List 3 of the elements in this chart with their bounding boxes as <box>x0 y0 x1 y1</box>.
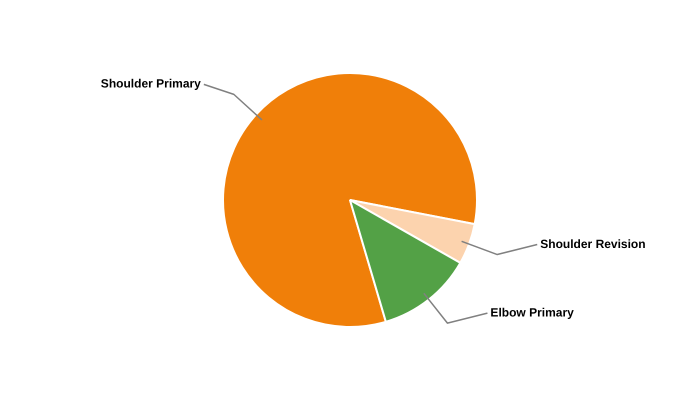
slice-label: Elbow Primary <box>490 305 574 320</box>
slice-label: Shoulder Revision <box>540 236 646 251</box>
slice-label: Shoulder Primary <box>100 76 202 91</box>
